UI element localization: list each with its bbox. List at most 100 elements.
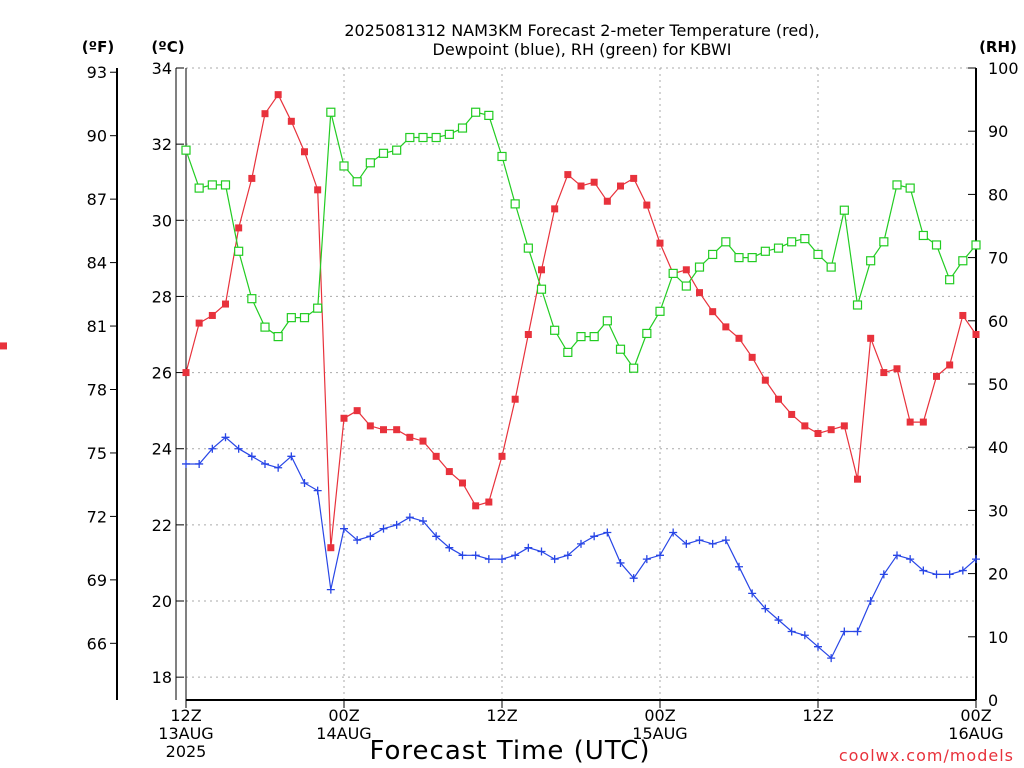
rh-point xyxy=(945,275,955,285)
temperature-point xyxy=(274,91,282,99)
celsius-tick-label: 30 xyxy=(152,211,172,230)
rh-point xyxy=(615,344,626,354)
temperature-point xyxy=(182,369,190,377)
rh-point xyxy=(392,145,402,155)
dewpoint-point xyxy=(642,555,651,564)
celsius-tick-label: 22 xyxy=(152,516,172,535)
rh-point xyxy=(589,332,599,342)
celsius-tick-label: 24 xyxy=(152,440,172,459)
temperature-point xyxy=(801,422,809,430)
temperature-point xyxy=(748,353,756,361)
dewpoint-point xyxy=(234,444,243,453)
rh-point xyxy=(194,183,204,193)
dewpoint-point xyxy=(208,444,217,453)
celsius-unit-label: (ºC) xyxy=(151,38,184,56)
rh-point xyxy=(905,183,915,193)
rh-tick-label: 50 xyxy=(988,375,1008,394)
dewpoint-point xyxy=(945,570,954,579)
dewpoint-point xyxy=(866,597,875,606)
x-tick-label: 13AUG xyxy=(158,724,213,743)
rh-point xyxy=(405,132,415,143)
x-tick-label: 12Z xyxy=(486,706,517,725)
temperature-point xyxy=(919,418,927,426)
celsius-tick-label: 20 xyxy=(152,592,172,611)
rh-point xyxy=(234,246,244,256)
fahrenheit-tick-label: 87 xyxy=(87,190,107,209)
temperature-point xyxy=(709,308,717,316)
dewpoint-point xyxy=(498,555,506,564)
dewpoint-point xyxy=(274,463,283,472)
temperature-point xyxy=(972,331,980,339)
rh-point xyxy=(747,253,757,263)
dewpoint-point xyxy=(958,566,967,575)
dewpoint-point xyxy=(800,631,809,640)
dewpoint-point xyxy=(893,551,901,560)
temperature-point xyxy=(301,148,308,156)
credit-text: coolwx.com/models xyxy=(839,746,1014,765)
temperature-point xyxy=(353,407,361,415)
temperature-point xyxy=(472,502,480,510)
dewpoint-point xyxy=(353,536,362,545)
rh-point xyxy=(918,230,928,241)
temperature-point xyxy=(893,365,901,373)
axes: 18 20 22 24 26 28 30 32 34 66 69 72 75 78 81 84 87 90 93 0 1… xyxy=(87,59,1019,761)
temperature-point xyxy=(617,182,624,190)
rh-tick-label: 0 xyxy=(988,691,998,710)
plot-frame xyxy=(116,68,977,701)
rh-tick-label: 40 xyxy=(988,438,1008,457)
dewpoint-point xyxy=(458,551,467,560)
fahrenheit-tick-label: 66 xyxy=(87,634,107,653)
fahrenheit-unit-label: (ºF) xyxy=(82,38,114,56)
dewpoint-point xyxy=(366,532,375,541)
temperature-point xyxy=(498,452,506,460)
rh-point xyxy=(444,129,454,139)
x-tick-label: 00Z xyxy=(960,706,991,725)
temperature-point xyxy=(222,300,229,308)
dewpoint-point xyxy=(182,459,190,468)
temperature-point xyxy=(959,311,967,319)
temperature-point xyxy=(511,395,519,403)
temperature-point xyxy=(906,418,914,426)
dewpoint-point xyxy=(972,555,980,564)
rh-point xyxy=(958,256,968,266)
temperature-point xyxy=(208,311,216,319)
x-tick-label: 00Z xyxy=(644,706,675,725)
dewpoint-point xyxy=(919,566,928,575)
rh-point xyxy=(484,110,494,121)
dewpoint-point xyxy=(840,627,849,636)
temperature-point xyxy=(840,422,848,430)
rh-point xyxy=(773,243,784,253)
dewpoint-point xyxy=(814,642,822,651)
dewpoint-point xyxy=(247,452,256,461)
temperature-point xyxy=(248,174,256,182)
rh-point xyxy=(681,281,691,291)
rh-point xyxy=(892,180,902,190)
rh-point xyxy=(852,300,863,310)
rh-point xyxy=(181,145,191,155)
temperature-point xyxy=(643,201,651,209)
rh-point xyxy=(694,262,705,272)
rh-point xyxy=(787,237,797,247)
series-temperature xyxy=(0,91,980,552)
temperature-point xyxy=(590,178,598,186)
dewpoint-point xyxy=(603,528,612,537)
fahrenheit-tick-label: 72 xyxy=(87,507,107,526)
dewpoint-point xyxy=(708,539,717,548)
temperature-point xyxy=(735,334,743,342)
dewpoint-point xyxy=(261,459,269,468)
rh-tick-label: 60 xyxy=(988,312,1008,331)
rh-point xyxy=(471,107,481,117)
temperature-point xyxy=(814,429,822,437)
temperature-point xyxy=(432,452,440,460)
temperature-point xyxy=(524,331,532,339)
dewpoint-point xyxy=(524,543,533,552)
dewpoint-point xyxy=(577,539,585,548)
x-tick-label: 14AUG xyxy=(316,724,371,743)
fahrenheit-tick-label: 81 xyxy=(87,317,107,336)
temperature-point xyxy=(775,395,782,403)
dewpoint-point xyxy=(511,551,520,560)
rh-point xyxy=(457,123,468,133)
dewpoint-point xyxy=(616,558,625,567)
temperature-point xyxy=(656,239,664,247)
